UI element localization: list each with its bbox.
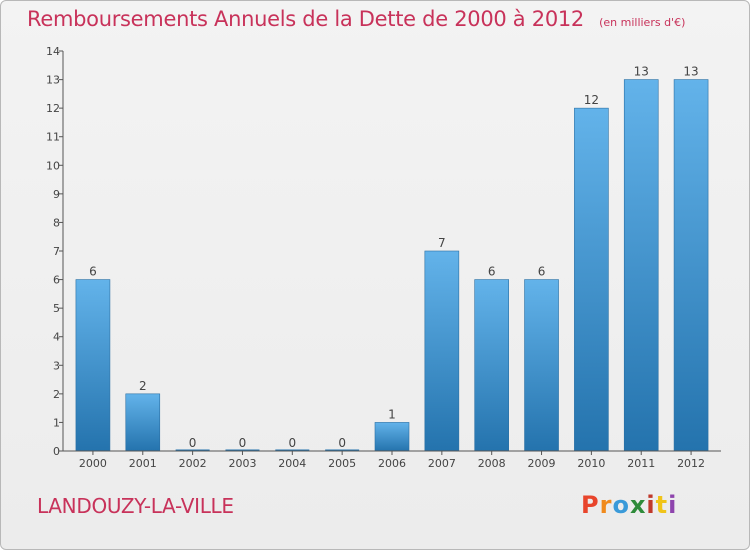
bar-value-label: 13: [634, 65, 649, 79]
bar-value-label: 13: [683, 65, 698, 79]
x-tick-label: 2004: [278, 457, 306, 470]
bar: [325, 449, 360, 451]
bar-value-label: 6: [538, 265, 546, 279]
x-axis: 2000 2001 2002 2003 2004 2005 2006 2007 2008 2009…: [63, 450, 721, 470]
bar: [424, 250, 460, 452]
y-tick-label: 10: [46, 159, 60, 172]
y-tick-label: 9: [53, 188, 60, 201]
logo-letter: r: [599, 491, 613, 519]
y-tick-label: 0: [53, 445, 60, 458]
bar-value-label: 0: [239, 436, 247, 450]
x-tick-label: 2012: [677, 457, 705, 470]
y-tick-label: 11: [46, 131, 60, 144]
x-tick-label: 2002: [179, 457, 207, 470]
y-tick-label: 7: [53, 245, 60, 258]
bar: [524, 279, 559, 452]
bars-group: 6 2 0 0 0 0 1 7 6 6 12 13 13: [75, 65, 709, 452]
logo-letter: o: [612, 491, 630, 519]
bar: [225, 449, 260, 451]
x-tick-label: 2009: [528, 457, 556, 470]
logo-letter: i: [668, 491, 678, 519]
logo-letter: P: [581, 491, 600, 519]
bar: [623, 79, 659, 452]
x-tick-label: 2010: [577, 457, 605, 470]
bar: [574, 107, 609, 452]
x-tick-label: 2008: [478, 457, 506, 470]
bar: [175, 449, 210, 451]
bar-value-label: 1: [388, 407, 396, 421]
bar-value-label: 0: [288, 436, 296, 450]
x-tick-label: 2007: [428, 457, 456, 470]
title-row: Remboursements Annuels de la Dette de 20…: [27, 7, 685, 31]
x-tick-label: 2000: [79, 457, 107, 470]
x-tick-label: 2005: [328, 457, 356, 470]
bar: [75, 279, 111, 452]
y-tick-label: 6: [53, 274, 60, 287]
bar: [374, 422, 410, 452]
bar-value-label: 0: [189, 436, 197, 450]
logo-letter: i: [646, 491, 656, 519]
bar-value-label: 6: [89, 265, 97, 279]
y-tick-label: 3: [53, 359, 60, 372]
x-tick-label: 2003: [228, 457, 256, 470]
y-tick-label: 2: [53, 388, 60, 401]
bar-value-label: 2: [139, 379, 147, 393]
bar: [673, 79, 709, 452]
y-tick-label: 8: [53, 216, 60, 229]
y-tick-label: 14: [46, 45, 60, 58]
chart-title: Remboursements Annuels de la Dette de 20…: [27, 7, 584, 31]
proxiti-logo: Proxiti: [581, 491, 677, 519]
y-tick-label: 13: [46, 74, 60, 87]
y-tick-label: 12: [46, 102, 60, 115]
logo-letter: x: [629, 491, 647, 519]
bar-value-label: 12: [584, 93, 599, 107]
bar: [474, 279, 509, 452]
logo-letter: t: [655, 491, 669, 519]
bar-value-label: 7: [438, 236, 446, 250]
y-tick-label: 5: [53, 302, 60, 315]
y-tick-label: 1: [53, 416, 60, 429]
x-tick-label: 2011: [627, 457, 655, 470]
bar: [125, 393, 161, 452]
bar-value-label: 0: [338, 436, 346, 450]
x-tick-label: 2001: [129, 457, 157, 470]
y-tick-label: 4: [53, 331, 60, 344]
chart-subtitle: (en milliers d'€): [599, 16, 686, 29]
bar-value-label: 6: [488, 265, 496, 279]
commune-name: LANDOUZY-LA-VILLE: [37, 494, 234, 518]
x-tick-label: 2006: [378, 457, 406, 470]
bar: [275, 449, 310, 451]
